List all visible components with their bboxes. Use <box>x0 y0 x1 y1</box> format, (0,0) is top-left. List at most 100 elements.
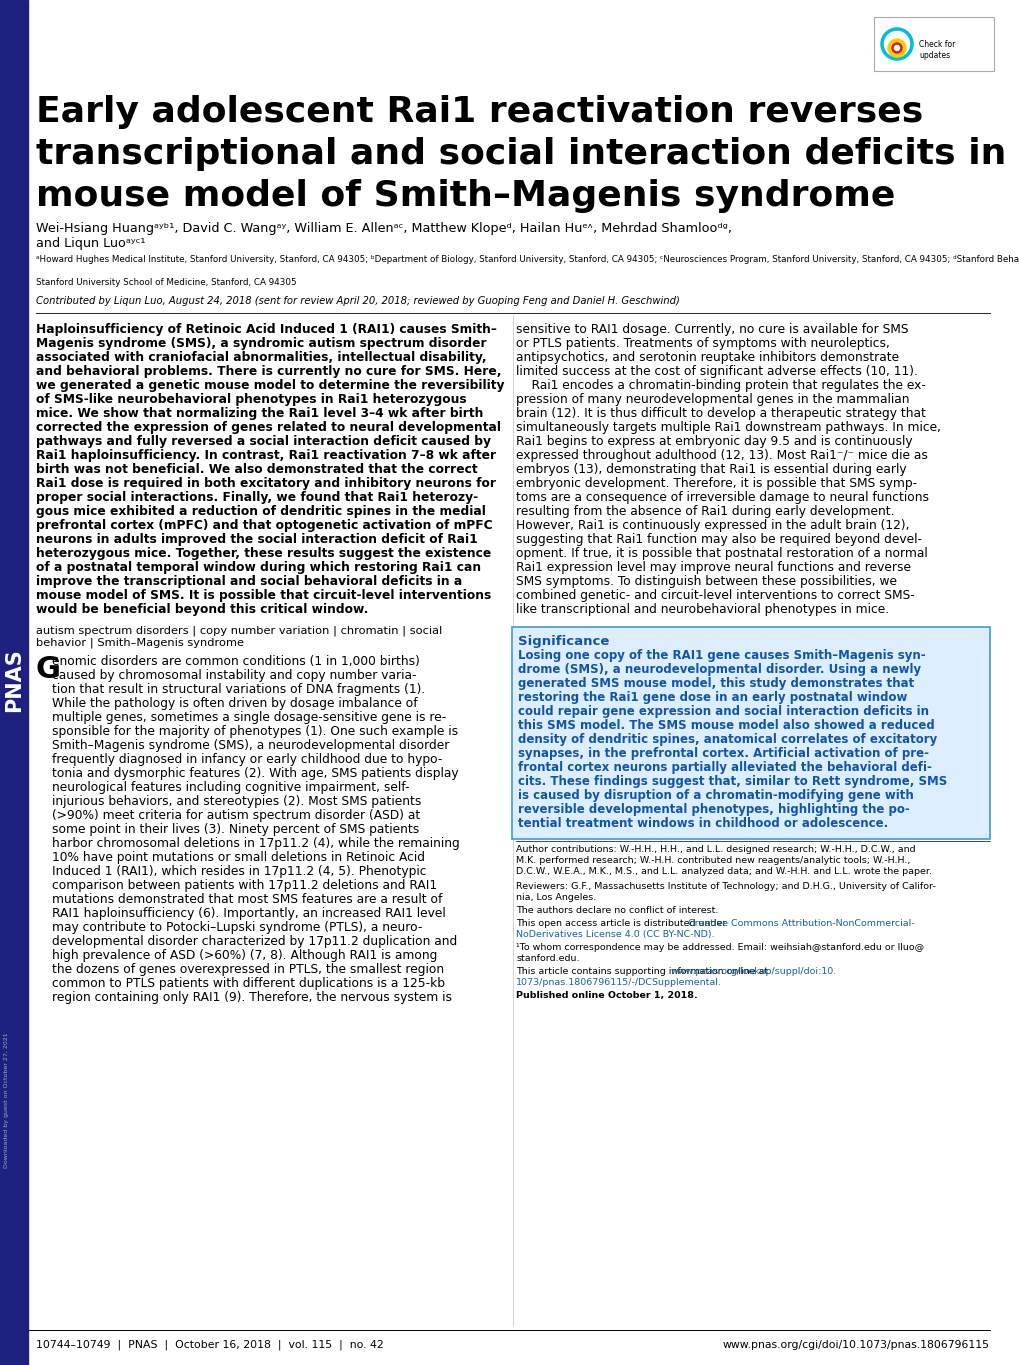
Text: While the pathology is often driven by dosage imbalance of: While the pathology is often driven by d… <box>52 698 417 710</box>
Text: mice. We show that normalizing the Rai1 level 3–4 wk after birth: mice. We show that normalizing the Rai1 … <box>36 407 483 420</box>
Text: behavior | Smith–Magenis syndrome: behavior | Smith–Magenis syndrome <box>36 637 244 648</box>
Text: like transcriptional and neurobehavioral phenotypes in mice.: like transcriptional and neurobehavioral… <box>516 603 889 616</box>
Text: high prevalence of ASD (>60%) (7, 8). Although RAI1 is among: high prevalence of ASD (>60%) (7, 8). Al… <box>52 949 437 962</box>
Text: mouse model of SMS. It is possible that circuit-level interventions: mouse model of SMS. It is possible that … <box>36 590 491 602</box>
Text: birth was not beneficial. We also demonstrated that the correct: birth was not beneficial. We also demons… <box>36 463 477 476</box>
Text: toms are a consequence of irreversible damage to neural functions: toms are a consequence of irreversible d… <box>516 491 928 504</box>
Text: is caused by disruption of a chromatin-modifying gene with: is caused by disruption of a chromatin-m… <box>518 789 913 803</box>
Circle shape <box>894 45 899 51</box>
Text: tonia and dysmorphic features (2). With age, SMS patients display: tonia and dysmorphic features (2). With … <box>52 767 459 779</box>
Text: Haploinsufficiency of Retinoic Acid Induced 1 (RAI1) causes Smith–: Haploinsufficiency of Retinoic Acid Indu… <box>36 324 496 336</box>
Text: This article contains supporting information online at: This article contains supporting informa… <box>516 966 770 976</box>
Text: suggesting that Rai1 function may also be required beyond devel-: suggesting that Rai1 function may also b… <box>516 532 921 546</box>
Text: Stanford University School of Medicine, Stanford, CA 94305: Stanford University School of Medicine, … <box>36 278 297 287</box>
Text: brain (12). It is thus difficult to develop a therapeutic strategy that: brain (12). It is thus difficult to deve… <box>516 407 925 420</box>
Text: www.pnas.org/cgi/doi/10.1073/pnas.1806796115: www.pnas.org/cgi/doi/10.1073/pnas.180679… <box>722 1340 989 1350</box>
Text: gous mice exhibited a reduction of dendritic spines in the medial: gous mice exhibited a reduction of dendr… <box>36 505 485 517</box>
Text: mutations demonstrated that most SMS features are a result of: mutations demonstrated that most SMS fea… <box>52 893 442 906</box>
FancyBboxPatch shape <box>512 627 989 839</box>
Text: neurological features including cognitive impairment, self-: neurological features including cognitiv… <box>52 781 409 794</box>
Text: restoring the Rai1 gene dose in an early postnatal window: restoring the Rai1 gene dose in an early… <box>518 691 907 704</box>
Text: generated SMS mouse model, this study demonstrates that: generated SMS mouse model, this study de… <box>518 677 913 689</box>
Text: Reviewers: G.F., Massachusetts Institute of Technology; and D.H.G., University o: Reviewers: G.F., Massachusetts Institute… <box>516 882 934 891</box>
Text: Induced 1 (RAI1), which resides in 17p11.2 (4, 5). Phenotypic: Induced 1 (RAI1), which resides in 17p11… <box>52 865 426 878</box>
Text: 10% have point mutations or small deletions in Retinoic Acid: 10% have point mutations or small deleti… <box>52 850 425 864</box>
Text: we generated a genetic mouse model to determine the reversibility: we generated a genetic mouse model to de… <box>36 379 504 392</box>
Text: drome (SMS), a neurodevelopmental disorder. Using a newly: drome (SMS), a neurodevelopmental disord… <box>518 663 920 676</box>
Text: neurons in adults improved the social interaction deficit of Rai1: neurons in adults improved the social in… <box>36 532 477 546</box>
Text: injurious behaviors, and stereotypies (2). Most SMS patients: injurious behaviors, and stereotypies (2… <box>52 794 421 808</box>
Text: density of dendritic spines, anatomical correlates of excitatory: density of dendritic spines, anatomical … <box>518 733 936 747</box>
Bar <box>0 0 28 1365</box>
Text: RAI1 haploinsufficiency (6). Importantly, an increased RAI1 level: RAI1 haploinsufficiency (6). Importantly… <box>52 906 445 920</box>
Text: 1073/pnas.1806796115/-/DCSupplemental.: 1073/pnas.1806796115/-/DCSupplemental. <box>516 977 721 987</box>
Text: cits. These findings suggest that, similar to Rett syndrome, SMS: cits. These findings suggest that, simil… <box>518 775 947 788</box>
Text: associated with craniofacial abnormalities, intellectual disability,: associated with craniofacial abnormaliti… <box>36 351 486 364</box>
Text: synapses, in the prefrontal cortex. Artificial activation of pre-: synapses, in the prefrontal cortex. Arti… <box>518 747 928 760</box>
Text: ¹To whom correspondence may be addressed. Email: weihsiah@stanford.edu or lluo@: ¹To whom correspondence may be addressed… <box>516 943 923 951</box>
Text: Author contributions: W.-H.H., H.H., and L.L. designed research; W.-H.H., D.C.W.: Author contributions: W.-H.H., H.H., and… <box>516 845 915 854</box>
Text: PNAS: PNAS <box>4 648 24 713</box>
Text: Significance: Significance <box>518 635 608 648</box>
Text: enomic disorders are common conditions (1 in 1,000 births): enomic disorders are common conditions (… <box>52 655 420 667</box>
Text: or PTLS patients. Treatments of symptoms with neuroleptics,: or PTLS patients. Treatments of symptoms… <box>516 337 889 349</box>
Text: and Liqun Luoᵃʸᶜ¹: and Liqun Luoᵃʸᶜ¹ <box>36 238 146 250</box>
Text: This open access article is distributed under: This open access article is distributed … <box>516 919 729 928</box>
Text: would be beneficial beyond this critical window.: would be beneficial beyond this critical… <box>36 603 368 616</box>
Text: harbor chromosomal deletions in 17p11.2 (4), while the remaining: harbor chromosomal deletions in 17p11.2 … <box>52 837 460 850</box>
Text: sensitive to RAI1 dosage. Currently, no cure is available for SMS: sensitive to RAI1 dosage. Currently, no … <box>516 324 908 336</box>
Text: could repair gene expression and social interaction deficits in: could repair gene expression and social … <box>518 704 928 718</box>
Text: opment. If true, it is possible that postnatal restoration of a normal: opment. If true, it is possible that pos… <box>516 547 927 560</box>
Text: may contribute to Potocki–Lupski syndrome (PTLS), a neuro-: may contribute to Potocki–Lupski syndrom… <box>52 921 422 934</box>
Text: embryonic development. Therefore, it is possible that SMS symp-: embryonic development. Therefore, it is … <box>516 476 916 490</box>
Text: antipsychotics, and serotonin reuptake inhibitors demonstrate: antipsychotics, and serotonin reuptake i… <box>516 351 898 364</box>
Text: Rai1 encodes a chromatin-binding protein that regulates the ex-: Rai1 encodes a chromatin-binding protein… <box>516 379 925 392</box>
Text: Downloaded by guest on October 27, 2021: Downloaded by guest on October 27, 2021 <box>4 1032 9 1168</box>
Text: simultaneously targets multiple Rai1 downstream pathways. In mice,: simultaneously targets multiple Rai1 dow… <box>516 420 941 434</box>
Circle shape <box>892 44 901 53</box>
Text: Rai1 dose is required in both excitatory and inhibitory neurons for: Rai1 dose is required in both excitatory… <box>36 476 495 490</box>
Text: improve the transcriptional and social behavioral deficits in a: improve the transcriptional and social b… <box>36 575 462 588</box>
Text: pression of many neurodevelopmental genes in the mammalian: pression of many neurodevelopmental gene… <box>516 393 909 405</box>
Text: corrected the expression of genes related to neural developmental: corrected the expression of genes relate… <box>36 420 500 434</box>
Text: some point in their lives (3). Ninety percent of SMS patients: some point in their lives (3). Ninety pe… <box>52 823 419 835</box>
Text: autism spectrum disorders | copy number variation | chromatin | social: autism spectrum disorders | copy number … <box>36 625 442 636</box>
Text: region containing only RAI1 (9). Therefore, the nervous system is: region containing only RAI1 (9). Therefo… <box>52 991 451 1005</box>
Text: Rai1 expression level may improve neural functions and reverse: Rai1 expression level may improve neural… <box>516 561 910 575</box>
Text: resulting from the absence of Rai1 during early development.: resulting from the absence of Rai1 durin… <box>516 505 894 517</box>
Text: limited success at the cost of significant adverse effects (10, 11).: limited success at the cost of significa… <box>516 364 917 378</box>
Text: common to PTLS patients with different duplications is a 125-kb: common to PTLS patients with different d… <box>52 977 444 990</box>
Text: M.K. performed research; W.-H.H. contributed new reagents/analytic tools; W.-H.H: M.K. performed research; W.-H.H. contrib… <box>516 856 910 865</box>
Text: reversible developmental phenotypes, highlighting the po-: reversible developmental phenotypes, hig… <box>518 803 909 816</box>
Text: However, Rai1 is continuously expressed in the adult brain (12),: However, Rai1 is continuously expressed … <box>516 519 909 532</box>
Text: multiple genes, sometimes a single dosage-sensitive gene is re-: multiple genes, sometimes a single dosag… <box>52 711 446 723</box>
Text: prefrontal cortex (mPFC) and that optogenetic activation of mPFC: prefrontal cortex (mPFC) and that optoge… <box>36 519 492 532</box>
Text: comparison between patients with 17p11.2 deletions and RAI1: comparison between patients with 17p11.2… <box>52 879 437 891</box>
Text: this SMS model. The SMS mouse model also showed a reduced: this SMS model. The SMS mouse model also… <box>518 719 933 732</box>
Text: expressed throughout adulthood (12, 13). Most Rai1⁻/⁻ mice die as: expressed throughout adulthood (12, 13).… <box>516 449 927 461</box>
Text: Early adolescent Rai1 reactivation reverses: Early adolescent Rai1 reactivation rever… <box>36 96 922 130</box>
Text: www.pnas.org/lookup/suppl/doi:10.: www.pnas.org/lookup/suppl/doi:10. <box>671 966 837 976</box>
Text: Magenis syndrome (SMS), a syndromic autism spectrum disorder: Magenis syndrome (SMS), a syndromic auti… <box>36 337 486 349</box>
Text: mouse model of Smith–Magenis syndrome: mouse model of Smith–Magenis syndrome <box>36 179 895 213</box>
Text: of a postnatal temporal window during which restoring Rai1 can: of a postnatal temporal window during wh… <box>36 561 481 575</box>
Text: caused by chromosomal instability and copy number varia-: caused by chromosomal instability and co… <box>52 669 416 682</box>
Text: Contributed by Liqun Luo, August 24, 2018 (sent for review April 20, 2018; revie: Contributed by Liqun Luo, August 24, 201… <box>36 296 680 306</box>
Text: sponsible for the majority of phenotypes (1). One such example is: sponsible for the majority of phenotypes… <box>52 725 458 738</box>
FancyBboxPatch shape <box>873 16 994 71</box>
Circle shape <box>888 40 905 57</box>
Text: stanford.edu.: stanford.edu. <box>516 954 579 962</box>
Text: combined genetic- and circuit-level interventions to correct SMS-: combined genetic- and circuit-level inte… <box>516 590 914 602</box>
Text: frequently diagnosed in infancy or early childhood due to hypo-: frequently diagnosed in infancy or early… <box>52 753 442 766</box>
Text: D.C.W., W.E.A., M.K., M.S., and L.L. analyzed data; and W.-H.H. and L.L. wrote t: D.C.W., W.E.A., M.K., M.S., and L.L. ana… <box>516 867 931 876</box>
Text: nia, Los Angeles.: nia, Los Angeles. <box>516 893 596 902</box>
Text: tential treatment windows in childhood or adolescence.: tential treatment windows in childhood o… <box>518 818 888 830</box>
Text: the dozens of genes overexpressed in PTLS, the smallest region: the dozens of genes overexpressed in PTL… <box>52 962 443 976</box>
Text: and behavioral problems. There is currently no cure for SMS. Here,: and behavioral problems. There is curren… <box>36 364 501 378</box>
Text: proper social interactions. Finally, we found that Rai1 heterozy-: proper social interactions. Finally, we … <box>36 491 478 504</box>
Text: Smith–Magenis syndrome (SMS), a neurodevelopmental disorder: Smith–Magenis syndrome (SMS), a neurodev… <box>52 738 449 752</box>
Text: (>90%) meet criteria for autism spectrum disorder (ASD) at: (>90%) meet criteria for autism spectrum… <box>52 809 420 822</box>
Text: SMS symptoms. To distinguish between these possibilities, we: SMS symptoms. To distinguish between the… <box>516 575 896 588</box>
Text: Rai1 haploinsufficiency. In contrast, Rai1 reactivation 7–8 wk after: Rai1 haploinsufficiency. In contrast, Ra… <box>36 449 495 461</box>
Text: tion that result in structural variations of DNA fragments (1).: tion that result in structural variation… <box>52 682 425 696</box>
